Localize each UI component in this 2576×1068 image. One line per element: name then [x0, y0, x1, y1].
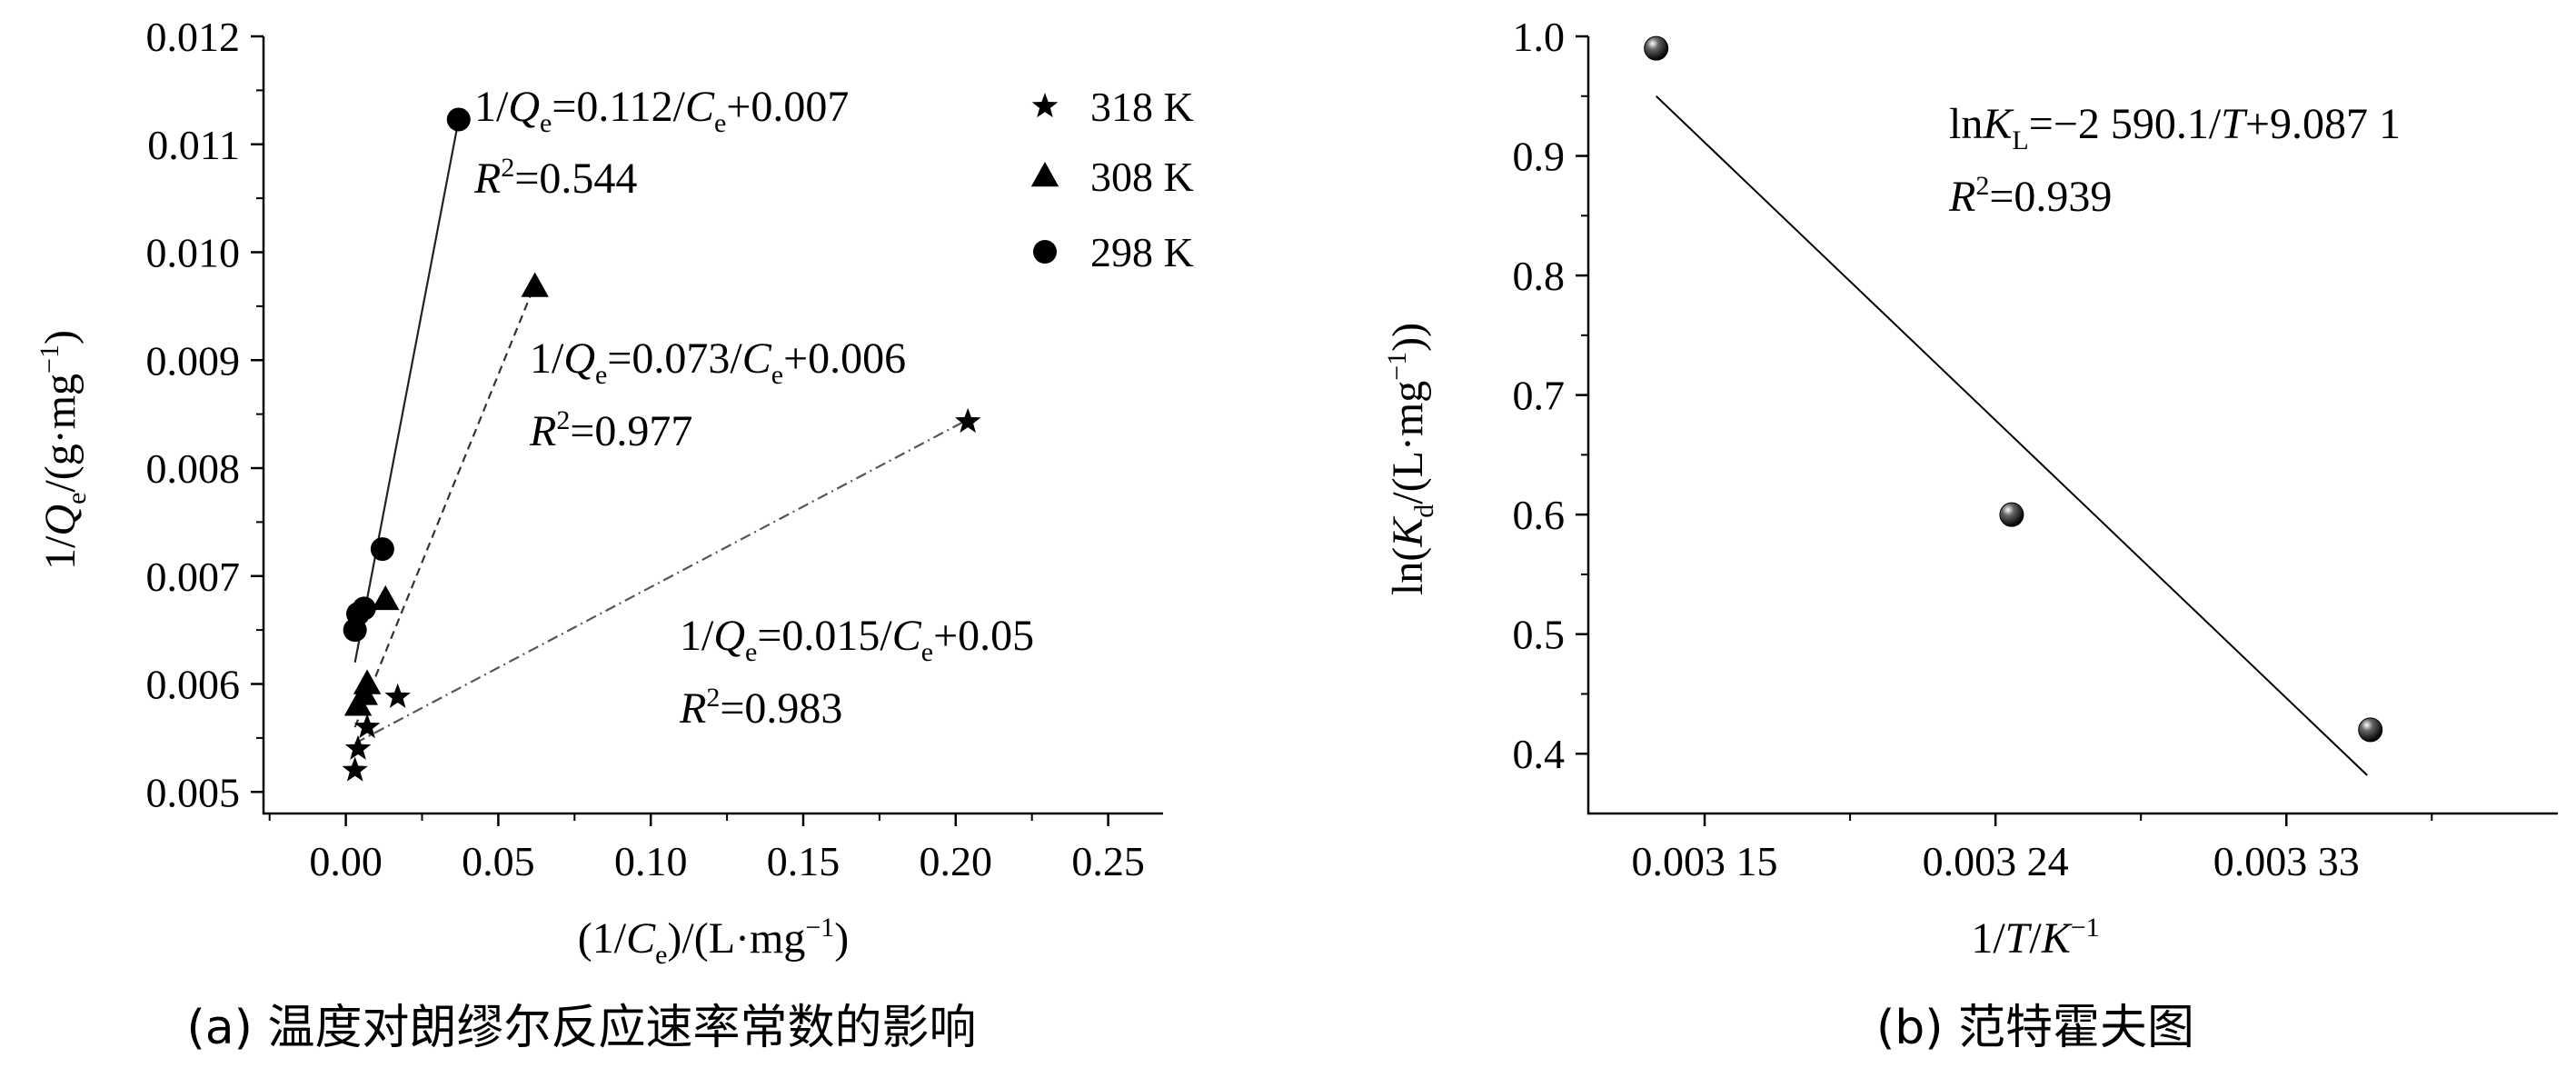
panel-b: 0.003 15 0.003 24 0.003 33 0.4 0.5 0.6 0.7 0.8… [1382, 14, 2558, 1055]
panel-b-x-axis-title: 1/T/K−1 [1971, 913, 2099, 963]
point-298k [352, 596, 376, 621]
point-308k [353, 669, 382, 694]
panel-a-legend: 318 K 308 K 298 K [1030, 84, 1194, 275]
equation-308: 1/Qe=0.073/Ce+0.006 [530, 334, 906, 390]
r2-318: R2=0.983 [679, 683, 842, 733]
panel-a: 0.00 0.05 0.10 0.15 0.20 0.25 0.005 0.006 0.007… [35, 14, 1194, 1055]
panel-a-fit-lines [353, 119, 969, 744]
r2-298: R2=0.544 [473, 153, 637, 203]
legend-star-icon [1031, 93, 1059, 118]
legend-item-308: 308 K [1030, 154, 1194, 200]
panel-b-x-tick-label: 0.003 33 [2213, 838, 2360, 884]
vant-hoff-point [2358, 717, 2383, 743]
panel-b-y-tick-label: 0.9 [1513, 134, 1566, 180]
legend-marker-circle [1033, 240, 1057, 264]
point-318k [955, 407, 981, 434]
point-318k [342, 756, 368, 782]
panel-b-x-tick-label: 0.003 24 [1923, 838, 2069, 884]
panel-a-x-ticks: 0.00 0.05 0.10 0.15 0.20 0.25 [268, 813, 1145, 884]
panel-a-y-tick-label: 0.009 [146, 337, 241, 384]
point-318k [384, 683, 411, 708]
panel-a-y-tick-label: 0.006 [146, 662, 241, 708]
panel-b-y-ticks: 0.4 0.5 0.6 0.7 0.8 0.9 1.0 [1513, 14, 1588, 777]
panel-a-y-tick-label: 0.011 [147, 122, 240, 168]
panel-b-axes [1586, 36, 2558, 815]
panel-a-y-axis-title: 1/Qe/(g·mg−1) [35, 330, 92, 570]
legend-label-298: 298 K [1090, 229, 1194, 275]
vant-hoff-point [1999, 502, 2024, 527]
point-298k [446, 107, 471, 132]
r2-308: R2=0.977 [529, 405, 692, 455]
fit-line-308k [353, 284, 536, 728]
panel-a-y-tick-label: 0.005 [146, 769, 241, 815]
point-298k [370, 537, 394, 562]
panel-b-y-tick-label: 0.8 [1513, 253, 1566, 299]
panel-b-y-tick-label: 1.0 [1513, 14, 1566, 60]
legend-triangle-icon [1030, 162, 1059, 187]
panel-a-y-ticks: 0.005 0.006 0.007 0.008 0.009 0.010 0.011 0.012 [146, 14, 264, 815]
panel-a-y-tick-label: 0.012 [146, 14, 241, 60]
panel-a-caption: (a) 温度对朗缪尔反应速率常数的影响 [187, 1001, 977, 1055]
r2-vant-hoff: R2=0.939 [1948, 171, 2112, 221]
legend-marker-triangle [1030, 162, 1059, 187]
point-318k [353, 714, 381, 739]
point-308k [372, 584, 400, 611]
legend-item-318: 318 K [1031, 84, 1194, 130]
panel-a-x-tick-label: 0.05 [462, 838, 535, 884]
panel-a-y-tick-label: 0.007 [146, 554, 241, 600]
panel-a-x-tick-label: 0.00 [309, 838, 383, 884]
legend-marker-star [1031, 93, 1059, 118]
equation-298: 1/Qe=0.112/Ce+0.007 [474, 83, 849, 138]
panel-a-x-tick-label: 0.10 [614, 838, 688, 884]
panel-a-x-axis-title: (1/Ce)/(L·mg−1) [578, 913, 850, 970]
panel-b-fit-line [1655, 95, 2368, 776]
panel-b-y-tick-label: 0.6 [1513, 492, 1566, 538]
point-308k [521, 272, 549, 297]
panel-a-y-tick-label: 0.008 [146, 445, 241, 492]
fit-line-298k [353, 119, 460, 663]
panel-b-y-tick-label: 0.4 [1513, 731, 1566, 777]
panel-b-y-tick-label: 0.5 [1513, 612, 1566, 658]
point-318k [344, 734, 372, 760]
panel-b-markers [1644, 35, 2383, 743]
panel-b-x-ticks: 0.003 15 0.003 24 0.003 33 [1632, 813, 2433, 884]
legend-label-308: 308 K [1090, 154, 1194, 200]
legend-circle-icon [1033, 240, 1057, 264]
fit-line-318k [354, 418, 969, 744]
panel-b-y-axis-title: ln(Kd/(L·mg−1)) [1382, 323, 1439, 595]
equation-318: 1/Qe=0.015/Ce+0.05 [680, 612, 1034, 667]
panel-a-markers [342, 107, 981, 782]
panel-a-y-tick-label: 0.010 [146, 230, 241, 276]
vant-hoff-point [1644, 35, 1669, 61]
panel-a-axes [262, 36, 1163, 815]
equation-vant-hoff: lnKL=−2 590.1/T+9.087 1 [1949, 100, 2401, 155]
panel-b-y-tick-label: 0.7 [1513, 373, 1566, 419]
legend-label-318: 318 K [1090, 84, 1194, 130]
legend-item-298: 298 K [1033, 229, 1194, 275]
vant-hoff-fit-line [1655, 95, 2368, 776]
panel-a-x-tick-label: 0.20 [920, 838, 993, 884]
panel-a-x-tick-label: 0.25 [1071, 838, 1145, 884]
panel-b-x-tick-label: 0.003 15 [1632, 838, 1778, 884]
panel-a-x-tick-label: 0.15 [767, 838, 840, 884]
panel-b-caption: (b) 范特霍夫图 [1876, 1001, 2194, 1055]
